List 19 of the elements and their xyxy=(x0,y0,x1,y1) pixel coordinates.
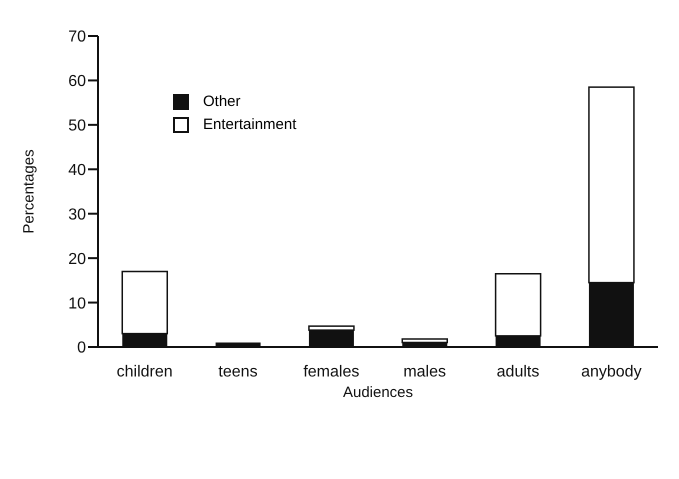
x-tick-label: males xyxy=(403,363,446,380)
bar xyxy=(402,338,448,344)
x-tick-label: anybody xyxy=(581,363,642,380)
y-axis-title: Percentages xyxy=(20,149,38,234)
y-tick-label: 50 xyxy=(68,118,86,135)
legend-label: Entertainment xyxy=(203,116,296,133)
y-tick-label: 0 xyxy=(77,340,86,357)
y-tick-label: 70 xyxy=(68,28,86,46)
y-tick-label: 30 xyxy=(68,206,86,224)
x-tick-label: adults xyxy=(496,363,540,380)
x-tick-label: females xyxy=(303,363,360,380)
x-axis-title: Audiences xyxy=(342,384,414,401)
y-tick-label: 20 xyxy=(68,250,86,268)
y-tick-label: 10 xyxy=(68,295,86,312)
y-tick-label: 40 xyxy=(68,162,86,179)
x-tick-label: teens xyxy=(218,363,258,380)
x-tick-label: children xyxy=(116,363,173,380)
legend-label: Other xyxy=(203,93,241,110)
y-tick-label: 60 xyxy=(68,73,86,90)
